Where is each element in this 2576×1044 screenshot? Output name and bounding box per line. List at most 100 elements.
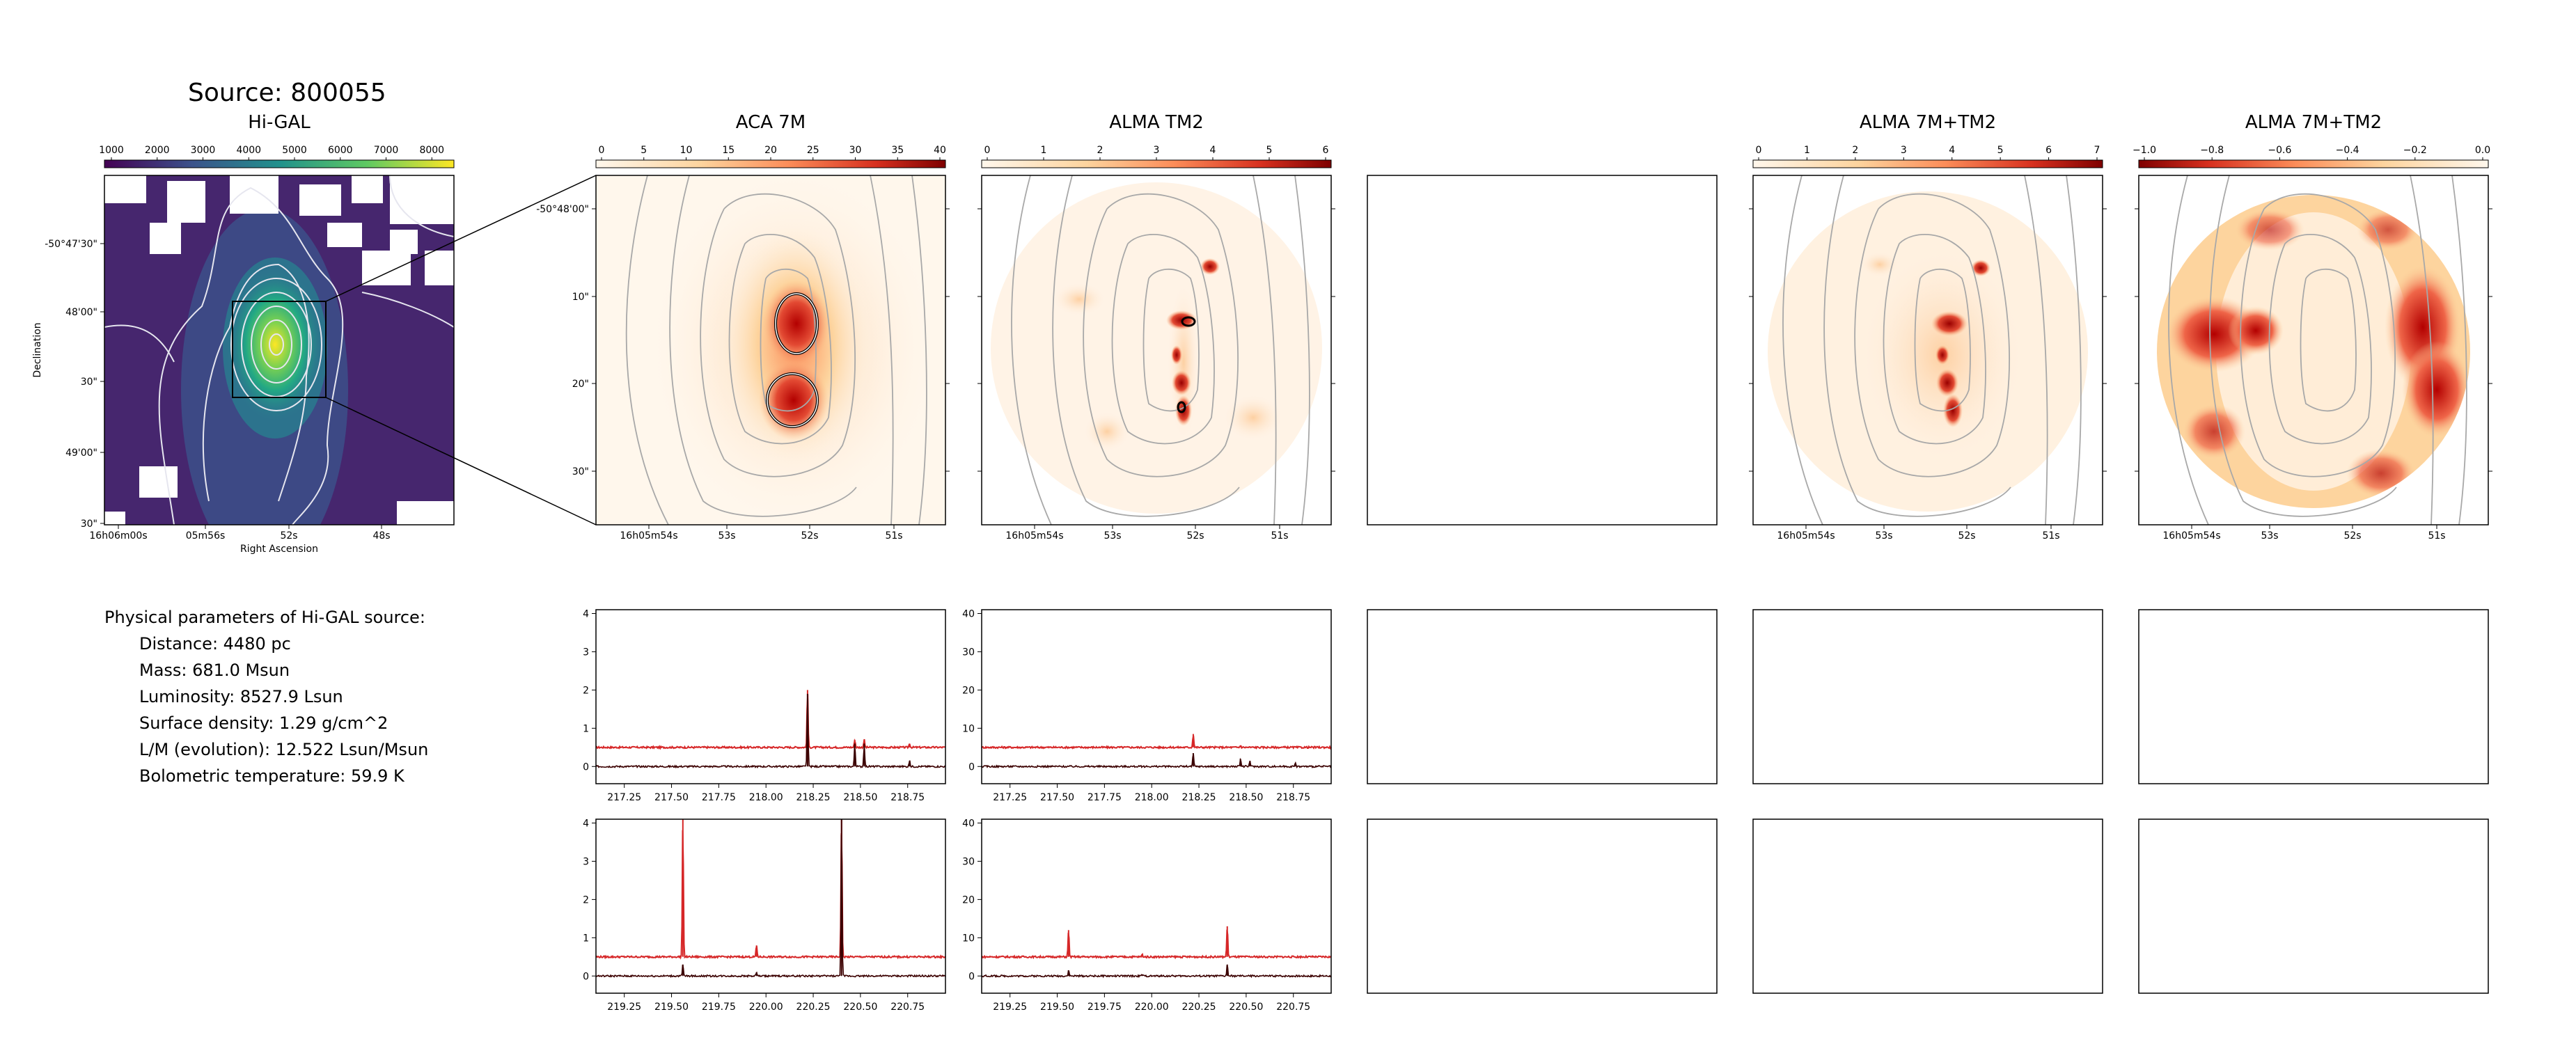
x-tick-label: 218.25 [1182, 792, 1216, 803]
colorbar-tick-label: 35 [891, 145, 904, 156]
param-mass: Mass: 681.0 Msun [139, 661, 290, 680]
x-tick-label: 52s [2343, 530, 2361, 541]
x-tick-label: 16h05m54s [1777, 530, 1835, 541]
x-tick-label: 53s [718, 530, 735, 541]
aca-frame [595, 175, 946, 525]
y-tick-label: -50°48'00" [536, 204, 589, 215]
y-tick-label: 30 [962, 856, 975, 867]
empty-spectrum-panel [1752, 818, 2103, 994]
spectrum-aca-row2: 219.25 219.50 219.75 220.00 220.25 220.50 220.… [583, 818, 946, 1013]
x-tick-label: 217.25 [993, 792, 1027, 803]
colorbar-tick-label: 5 [641, 145, 647, 156]
y-tick-label: 40 [962, 818, 975, 829]
x-tick-label: 220.25 [1182, 1002, 1216, 1013]
x-tick-label: 220.75 [890, 1002, 925, 1013]
x-tick-label: 217.50 [1040, 792, 1074, 803]
tm2-frame [981, 175, 1332, 525]
x-tick-label: 220.25 [796, 1002, 831, 1013]
x-tick-label: 16h05m54s [2162, 530, 2220, 541]
x-tick-label: 218.50 [843, 792, 877, 803]
combined-map [1753, 175, 2103, 525]
x-tick-label: 53s [1104, 530, 1121, 541]
x-tick-label: 51s [1271, 530, 1288, 541]
colorbar-tick-label: 0 [984, 145, 991, 156]
y-tick-label: 10 [962, 723, 975, 734]
y-tick-label: 0 [968, 761, 975, 773]
spectrum-frame [595, 609, 946, 784]
zoom-line-top [325, 175, 597, 302]
x-tick-label: 218.75 [1276, 792, 1310, 803]
colorbar-tick-label: −0.2 [2403, 145, 2427, 156]
y-tick-label: -50°47'30" [45, 239, 97, 250]
x-tick-label: 218.75 [890, 792, 925, 803]
panel-title-residual: ALMA 7M+TM2 [2245, 112, 2382, 133]
y-tick-label: 20 [962, 894, 975, 905]
y-tick-label: 40 [962, 608, 975, 619]
y-tick-label: 30" [81, 519, 97, 530]
physical-parameters: Physical parameters of Hi-GAL source: Di… [104, 604, 428, 789]
x-tick-label: 218.00 [1135, 792, 1169, 803]
spectrum-aca-row1: 217.25 217.50 217.75 218.00 218.25 218.50 218.… [583, 608, 946, 803]
colorbar-tick-label: 7 [2094, 145, 2100, 156]
y-tick-label: 30" [81, 377, 97, 388]
colorbar-tick-label: 25 [807, 145, 819, 156]
colorbar-tick-label: 6 [1323, 145, 1329, 156]
panel-title-higal: Hi-GAL [248, 112, 311, 133]
colorbar-tick-label: 4 [1949, 145, 1955, 156]
colorbar-tick-label: −0.6 [2268, 145, 2291, 156]
colorbar-tick-label: 3 [1154, 145, 1160, 156]
x-tick-label: 220.75 [1276, 1002, 1310, 1013]
y-tick-label: 48'00" [65, 307, 97, 318]
y-tick-label: 2 [583, 685, 589, 696]
y-tick-label: 0 [583, 761, 589, 773]
colorbar-tick-label: 5 [1266, 145, 1273, 156]
colorbar-tick-label: 10 [680, 145, 693, 156]
spectrum-frame [981, 609, 1332, 784]
empty-spectrum-panel [1367, 818, 1718, 994]
x-tick-label: 218.50 [1229, 792, 1263, 803]
spectrum-frame [981, 818, 1332, 994]
colorbar-tick-label: 4 [1210, 145, 1216, 156]
spectrum-series [981, 735, 1332, 750]
empty-spectrum-panel [1367, 609, 1718, 784]
y-tick-label: 10" [572, 292, 589, 303]
y-tick-label: 1 [583, 933, 589, 944]
panel-title-combined: ALMA 7M+TM2 [1860, 112, 1996, 133]
colorbar-tick-label: −0.8 [2200, 145, 2224, 156]
x-tick-label: 217.75 [1087, 792, 1122, 803]
tm2-map [982, 175, 1331, 525]
colorbar-tick-label: −1.0 [2133, 145, 2156, 156]
colorbar-tick-label: 3 [1901, 145, 1907, 156]
higal-blank-regions [104, 175, 454, 525]
zoom-line-bottom [325, 397, 597, 525]
y-tick-label: 1 [583, 723, 589, 734]
x-tick-label: 219.75 [1087, 1002, 1122, 1013]
spectrum-series [595, 835, 946, 979]
colorbar-tick-label: 8000 [419, 145, 444, 156]
higal-axes: 16h06m00s 05m56s 52s 48s -50°47'30" 48'00" 30"… [45, 239, 390, 541]
colorbar-tick-label: 3000 [191, 145, 216, 156]
colorbar-tick-label: 4000 [236, 145, 261, 156]
empty-map-panel [1367, 175, 1718, 525]
x-tick-label: 219.75 [702, 1002, 736, 1013]
aca-map [596, 175, 945, 525]
x-tick-label: 16h05m54s [620, 530, 677, 541]
x-tick-label: 51s [885, 530, 902, 541]
tm2-contours [1011, 175, 1310, 525]
x-tick-label: 220.50 [843, 1002, 877, 1013]
colorbar-tick-label: 2000 [145, 145, 170, 156]
param-bolometric-temperature: Bolometric temperature: 59.9 K [139, 766, 405, 786]
spectrum-series [595, 830, 946, 960]
colorbar-tick-label: 0 [599, 145, 605, 156]
colorbar-aca: 0 5 10 15 20 25 30 35 40 [595, 145, 946, 168]
param-luminosity: Luminosity: 8527.9 Lsun [139, 687, 343, 706]
colorbar-tick-label: 5000 [282, 145, 307, 156]
spectrum-frame [595, 818, 946, 994]
x-tick-label: 217.75 [702, 792, 736, 803]
y-tick-label: 10 [962, 933, 975, 944]
x-tick-label: 53s [2261, 530, 2278, 541]
x-tick-label: 52s [1186, 530, 1204, 541]
colorbar-tick-label: 2 [1097, 145, 1104, 156]
x-tick-label: 48s [372, 530, 390, 541]
x-tick-label: 16h05m54s [1005, 530, 1063, 541]
